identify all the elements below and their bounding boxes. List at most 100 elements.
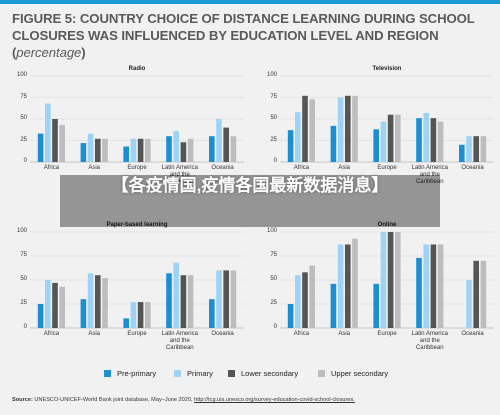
bar-primary [466, 280, 472, 328]
bar-pre-primary [123, 146, 129, 162]
y-tick-label: 100 [266, 228, 277, 234]
overlay-band [60, 175, 440, 227]
bar-lower-secondary [302, 95, 308, 162]
bar-pre-primary [416, 257, 422, 328]
bar-lower-secondary [52, 119, 58, 162]
chart-title: Radio [128, 66, 146, 72]
bar-upper-secondary [352, 95, 358, 162]
bar-lower-secondary [345, 95, 351, 162]
x-category-label: Europe [377, 331, 397, 337]
bar-upper-secondary [437, 121, 444, 162]
figure-title-unit: percentage [16, 45, 82, 60]
source-note: Source: UNESCO-UNICEF-World Bank joint d… [12, 397, 355, 403]
bar-pre-primary [373, 129, 379, 162]
legend-swatch [228, 370, 235, 377]
source-text: UNESCO-UNICEF-World Bank joint database,… [34, 397, 193, 403]
y-tick-label: 0 [23, 324, 27, 330]
legend: Pre-primary Primary Lower secondary Uppe… [0, 369, 500, 383]
x-category-label: Europe [127, 165, 147, 171]
top-accent-bar [0, 0, 500, 4]
y-tick-label: 50 [270, 115, 277, 121]
bar-lower-secondary [345, 244, 351, 328]
bar-primary [87, 273, 94, 328]
x-category-label: Latin America and the Caribbean [161, 165, 198, 185]
legend-item-primary: Primary [174, 369, 213, 378]
bar-lower-secondary [430, 244, 437, 328]
y-tick-label: 100 [16, 228, 27, 234]
source-label: Source: [12, 397, 33, 403]
chart-svg [280, 75, 494, 163]
x-category-label: Latin America and the Caribbean [411, 331, 448, 351]
y-tick-label: 75 [20, 252, 27, 258]
y-tick-label: 75 [270, 93, 277, 100]
bar-lower-secondary [95, 275, 101, 328]
y-tick-label: 0 [23, 158, 27, 164]
bar-pre-primary [80, 143, 87, 162]
bar-pre-primary [209, 136, 215, 162]
chart-svg [30, 231, 244, 329]
bar-lower-secondary [223, 127, 229, 162]
x-category-label: Oceania [461, 165, 484, 171]
bar-primary [295, 275, 301, 328]
bar-lower-secondary [180, 275, 187, 328]
bar-pre-primary [209, 299, 215, 328]
bar-lower-secondary [52, 282, 58, 328]
bar-primary [173, 262, 179, 328]
bar-upper-secondary [395, 232, 401, 328]
x-category-label: Europe [127, 331, 147, 337]
bar-primary [216, 119, 222, 162]
bar-pre-primary [459, 144, 465, 162]
y-tick-label: 0 [273, 158, 277, 164]
bar-primary [423, 244, 429, 328]
legend-item-lower-secondary: Lower secondary [228, 369, 298, 378]
chart-radio: Radio 0 25 50 75 100 Africa Asia Europe Latin Ame… [8, 62, 244, 190]
bar-lower-secondary [387, 114, 394, 162]
bar-lower-secondary [430, 118, 437, 162]
legend-label: Pre-primary [117, 369, 157, 378]
bar-primary [45, 280, 51, 328]
bar-upper-secondary [230, 136, 237, 162]
bar-upper-secondary [59, 286, 65, 328]
bar-pre-primary [123, 318, 129, 328]
bar-upper-secondary [102, 138, 108, 162]
source-link[interactable]: http://tcg.uis.unesco.org/survey-educati… [194, 397, 355, 403]
bar-pre-primary [330, 125, 337, 162]
bar-primary [173, 131, 179, 162]
y-tick-label: 50 [20, 115, 27, 121]
y-tick-label: 50 [20, 276, 27, 282]
bar-primary [380, 232, 387, 328]
x-category-label: Africa [43, 165, 60, 171]
bar-pre-primary [166, 136, 172, 162]
x-category-label: Asia [338, 331, 351, 337]
x-category-label: Asia [88, 331, 101, 337]
bar-lower-secondary [473, 136, 479, 162]
chart-svg [30, 75, 244, 163]
bar-upper-secondary [187, 275, 194, 328]
bar-upper-secondary [437, 244, 444, 328]
bar-lower-secondary [223, 270, 229, 328]
y-tick-label: 100 [16, 72, 27, 78]
bar-primary [380, 121, 387, 162]
bar-lower-secondary [180, 142, 187, 162]
y-tick-label: 100 [266, 72, 277, 78]
chart-title: Online [377, 222, 397, 228]
bar-pre-primary [287, 130, 294, 162]
bar-upper-secondary [480, 136, 487, 162]
x-category-label: Africa [293, 165, 310, 171]
bar-lower-secondary [137, 138, 144, 162]
bar-primary [130, 138, 137, 162]
bar-upper-secondary [352, 238, 358, 328]
bar-pre-primary [37, 133, 44, 162]
bar-primary [87, 133, 94, 162]
y-tick-label: 25 [20, 300, 27, 306]
bar-upper-secondary [480, 260, 487, 328]
chart-online: Online 0 25 50 75 100 Africa Asia Europe Latin Am… [258, 218, 494, 366]
chart-television: Television 0 25 50 75 100 Africa Asia Europe Lati… [258, 62, 494, 190]
bar-upper-secondary [309, 99, 315, 162]
bar-lower-secondary [95, 138, 101, 162]
x-category-label: Asia [338, 165, 351, 171]
y-tick-label: 25 [20, 136, 27, 143]
legend-swatch [174, 370, 181, 377]
bar-primary [337, 97, 344, 162]
chart-title: Television [372, 66, 402, 72]
